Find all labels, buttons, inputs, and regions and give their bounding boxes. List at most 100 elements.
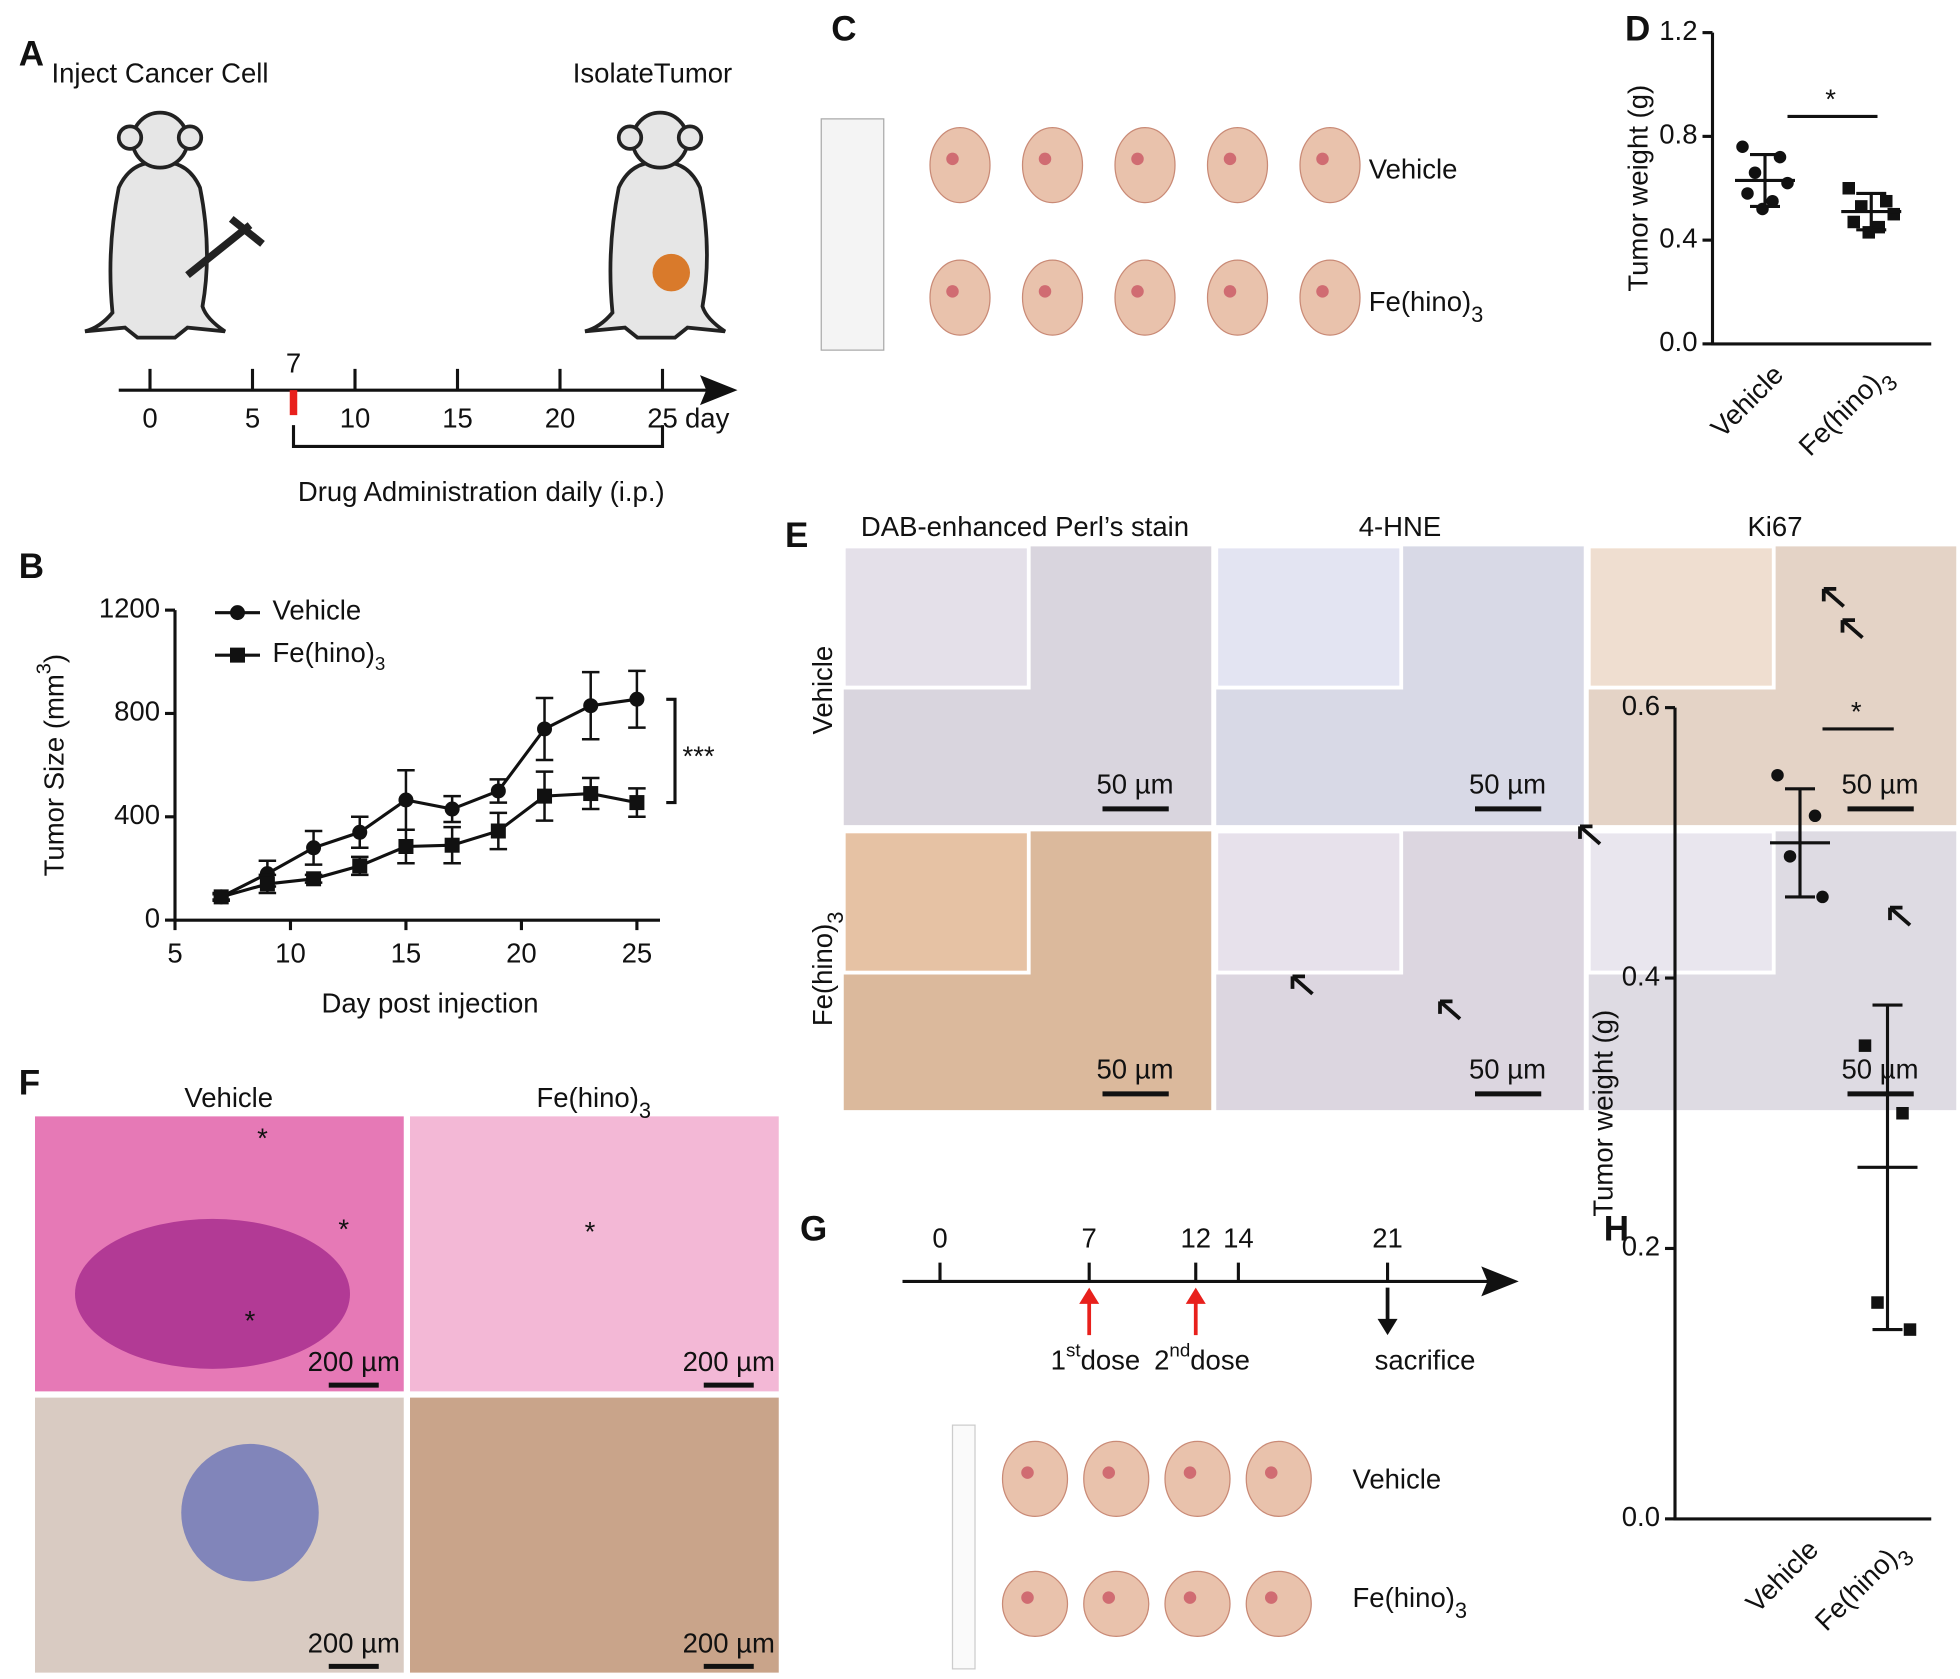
arrow xyxy=(1821,587,1845,608)
x-tick-label-text: Vehicle xyxy=(1740,1534,1825,1619)
data-point xyxy=(1847,215,1860,229)
series-line xyxy=(220,791,638,899)
data-point xyxy=(583,698,599,714)
tumor xyxy=(1001,1570,1069,1637)
panel-label: D xyxy=(1625,10,1650,49)
arrow xyxy=(1438,999,1462,1021)
column-label-text: Fe(hino) xyxy=(536,1082,638,1113)
y-axis-label: Tumor weight (g) xyxy=(1622,85,1653,292)
arrow xyxy=(1290,974,1314,996)
event-text: sacrifice xyxy=(1375,1345,1476,1376)
row-label-text: Vehicle xyxy=(807,646,838,735)
event-label: sacrifice xyxy=(1375,1345,1476,1376)
tumor-spot xyxy=(1038,152,1052,166)
timeline-tick-label: 12 xyxy=(1180,1222,1211,1253)
y-axis-label-part: 3 xyxy=(34,663,56,674)
sd-bar xyxy=(1872,1003,1903,1332)
tumor-spot xyxy=(1021,1591,1034,1604)
arrow xyxy=(1840,618,1864,640)
x-tick-label: 25 xyxy=(622,937,653,968)
y-tick-label: 400 xyxy=(114,799,160,830)
y-tick-label: 0.2 xyxy=(1622,1231,1660,1262)
y-axis-label: Tumor weight (g) xyxy=(1587,1010,1618,1217)
tumor xyxy=(929,127,991,204)
legend-name-sub: 3 xyxy=(375,654,385,675)
tumor-nodule xyxy=(75,1218,350,1369)
significance-label: * xyxy=(1851,696,1862,727)
data-point xyxy=(1858,1039,1872,1052)
x-tick-label: Fe(hino)3 xyxy=(1809,1534,1919,1644)
marker-label: 7 xyxy=(286,347,301,378)
significance-bracket xyxy=(666,697,677,805)
arrow-head xyxy=(1481,1266,1519,1297)
data-point xyxy=(1855,200,1868,213)
y-tick-label: 0.0 xyxy=(1659,326,1697,357)
tumor-spot xyxy=(1038,285,1052,298)
data-point xyxy=(1766,194,1779,208)
data-point xyxy=(306,840,322,856)
legend-marker xyxy=(230,605,245,621)
tumor-nodule xyxy=(181,1443,319,1582)
tumor xyxy=(1021,259,1084,336)
ruler xyxy=(951,1424,976,1670)
tumor-marker: * xyxy=(338,1214,349,1245)
data-point xyxy=(1903,1323,1917,1336)
tumor xyxy=(1083,1440,1150,1517)
data-point xyxy=(629,691,645,707)
tumor xyxy=(1021,127,1084,204)
x-axis-label: Day post injection xyxy=(321,987,538,1018)
tumor xyxy=(929,259,991,336)
sd-bar xyxy=(1750,152,1780,208)
data-point xyxy=(1816,890,1829,904)
sd-bar xyxy=(1785,787,1815,899)
event-ordinal-sup: nd xyxy=(1169,1340,1190,1361)
data-point xyxy=(444,837,460,853)
x-tick-label: 5 xyxy=(167,937,182,968)
data-point xyxy=(1887,207,1900,221)
tumor-spot xyxy=(946,285,959,298)
panel-label: C xyxy=(831,10,856,49)
data-point xyxy=(583,786,599,802)
data-point xyxy=(537,788,553,804)
tumor-spot xyxy=(1265,1466,1278,1479)
row-label-text: Fe(hino) xyxy=(1353,1582,1455,1613)
tumor-spot xyxy=(1223,285,1237,298)
tumor xyxy=(1245,1440,1312,1517)
panel-label: E xyxy=(785,516,808,555)
event-ordinal: 2 xyxy=(1154,1345,1169,1376)
y-tick-label: 800 xyxy=(114,696,160,727)
row-label-sub: 3 xyxy=(823,912,848,924)
data-point xyxy=(1748,166,1762,179)
inset xyxy=(1214,829,1404,975)
data-point xyxy=(398,839,414,854)
tumor-spot xyxy=(1316,152,1329,166)
row-label-text: Fe(hino) xyxy=(807,924,838,1026)
data-point xyxy=(1771,768,1784,782)
tumor-marker: * xyxy=(245,1305,256,1336)
series-line xyxy=(220,697,638,899)
row-label-text: Vehicle xyxy=(1369,154,1458,185)
timeline-label: IsolateTumor xyxy=(573,57,732,88)
data-point xyxy=(1862,226,1875,239)
x-tick-label: 15 xyxy=(391,937,422,968)
column-label: Fe(hino)3 xyxy=(536,1082,651,1123)
column-label-sub: 3 xyxy=(639,1098,651,1123)
x-tick-label-text: Fe(hino) xyxy=(1793,367,1887,461)
tumor xyxy=(1114,127,1176,204)
row-label-sub: 3 xyxy=(1471,302,1483,327)
arrow-head xyxy=(700,375,738,406)
data-point xyxy=(629,795,645,811)
scale-bar-label: 50 µm xyxy=(1097,1054,1174,1085)
scale-bar-label: 200 µm xyxy=(308,1627,400,1658)
event-text: dose xyxy=(1081,1345,1141,1376)
ruler xyxy=(820,118,885,351)
row-label: Fe(hino)3 xyxy=(807,912,848,1027)
y-tick-label: 0 xyxy=(145,902,160,933)
y-tick-label: 0.4 xyxy=(1622,960,1660,991)
data-point xyxy=(1808,809,1822,823)
legend-label: Fe(hino)3 xyxy=(273,637,386,674)
y-axis-label-part: Tumor Size (mm xyxy=(39,674,70,876)
y-tick-label: 1200 xyxy=(99,592,160,623)
legend-label: Vehicle xyxy=(273,595,362,626)
scale-bar-label: 50 µm xyxy=(1469,769,1546,800)
